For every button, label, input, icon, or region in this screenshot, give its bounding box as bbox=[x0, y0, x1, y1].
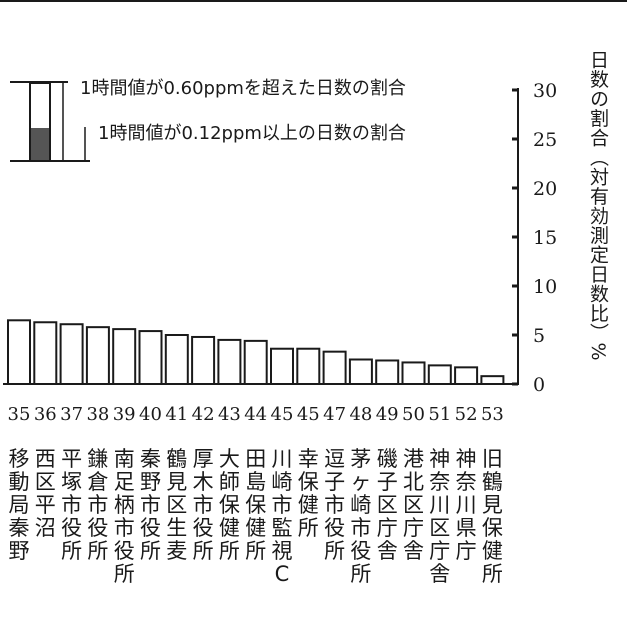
x-tick-labels: 35 36 37 38 39 40 41 42 43 44 45 45 47 48 49 50 51 52 53 bbox=[8, 404, 504, 425]
bar-9 bbox=[217, 338, 242, 385]
x-tick-label-6: 40 bbox=[139, 404, 162, 425]
bar-3 bbox=[59, 323, 84, 385]
bar-4 bbox=[85, 326, 110, 386]
bar-8 bbox=[191, 335, 216, 385]
bar-13 bbox=[322, 350, 347, 386]
bar-1 bbox=[7, 319, 31, 385]
x-tick-label-11: 45 bbox=[271, 404, 294, 425]
station-label-8: 厚木市役所 bbox=[192, 447, 214, 563]
x-tick-label-12: 45 bbox=[297, 404, 320, 425]
station-label-15: 磯子区庁舎 bbox=[376, 447, 398, 563]
x-tick-label-15: 49 bbox=[376, 404, 399, 425]
x-tick-label-5: 39 bbox=[113, 404, 136, 425]
station-label-6: 秦野市役所 bbox=[140, 447, 161, 563]
x-tick-label-10: 44 bbox=[244, 404, 267, 425]
bar-11 bbox=[270, 347, 294, 385]
bar-6 bbox=[138, 330, 163, 385]
station-label-18: 神奈川県庁 bbox=[455, 447, 477, 563]
legend-entry-2: 1時間値が0.12ppm以上の日数の割合 bbox=[98, 123, 406, 144]
bars-group bbox=[7, 319, 505, 386]
bar-16 bbox=[401, 361, 426, 386]
station-label-3: 平塚市役所 bbox=[61, 447, 83, 563]
x-tick-label-18: 52 bbox=[455, 404, 478, 425]
station-label-2: 西区平沼 bbox=[34, 447, 56, 540]
station-label-7: 鶴見区生麦 bbox=[166, 447, 188, 563]
y-axis-label: 日数の割合（対有効測定日数比）% bbox=[587, 50, 609, 362]
x-tick-label-16: 50 bbox=[402, 404, 425, 425]
bar-15 bbox=[375, 359, 400, 386]
y-tick-label-5: 5 bbox=[533, 325, 545, 347]
top-rule bbox=[0, 0, 627, 2]
x-tick-label-8: 42 bbox=[192, 404, 215, 425]
x-tick-label-2: 36 bbox=[34, 404, 57, 425]
bar-17 bbox=[427, 364, 452, 386]
y-tick-label-30: 30 bbox=[533, 80, 557, 102]
station-label-17: 神奈川区庁舎 bbox=[429, 447, 451, 586]
x-tick-label-7: 41 bbox=[165, 404, 188, 425]
x-tick-label-17: 51 bbox=[428, 404, 451, 425]
y-tick-label-10: 10 bbox=[533, 276, 557, 298]
station-label-5: 南足柄市役所 bbox=[113, 447, 135, 586]
y-tick-label-15: 15 bbox=[533, 227, 557, 249]
station-label-1: 移動局秦野 bbox=[8, 447, 30, 563]
bar-5 bbox=[112, 328, 137, 385]
bar-2 bbox=[33, 321, 58, 386]
bar-10 bbox=[243, 339, 268, 386]
x-tick-label-4: 38 bbox=[86, 404, 109, 425]
x-tick-label-3: 37 bbox=[60, 404, 83, 425]
y-tick-label-25: 25 bbox=[533, 129, 557, 151]
station-label-13: 逗子市役所 bbox=[324, 447, 346, 563]
x-tick-label-19: 53 bbox=[481, 404, 504, 425]
station-label-19: 旧鶴見保健所 bbox=[481, 447, 503, 586]
x-tick-label-9: 43 bbox=[218, 404, 241, 425]
bar-19 bbox=[480, 375, 505, 386]
y-tick-label-0: 0 bbox=[533, 374, 545, 396]
legend-entry-1: 1時間値が0.60ppmを超えた日数の割合 bbox=[80, 78, 406, 99]
y-tick-label-20: 20 bbox=[533, 178, 557, 200]
bar-7 bbox=[164, 334, 189, 385]
station-label-16: 港北区庁舎 bbox=[403, 447, 424, 563]
station-label-14: 茅ヶ崎市役所 bbox=[350, 447, 372, 586]
station-label-10: 田島保健所 bbox=[245, 447, 267, 563]
legend-icon bbox=[10, 81, 90, 162]
station-label-9: 大師保健所 bbox=[218, 447, 240, 563]
bar-14 bbox=[348, 358, 373, 385]
bar-12 bbox=[296, 347, 321, 385]
x-tick-label-13: 47 bbox=[323, 404, 346, 425]
bar-18 bbox=[454, 366, 479, 385]
x-tick-label-1: 35 bbox=[8, 404, 31, 425]
x-tick-label-14: 48 bbox=[349, 404, 372, 425]
station-label-4: 鎌倉市役所 bbox=[87, 447, 109, 563]
station-label-12: 幸保健所 bbox=[297, 447, 319, 540]
y-ticks: 0 5 10 15 20 25 30 bbox=[512, 80, 557, 396]
